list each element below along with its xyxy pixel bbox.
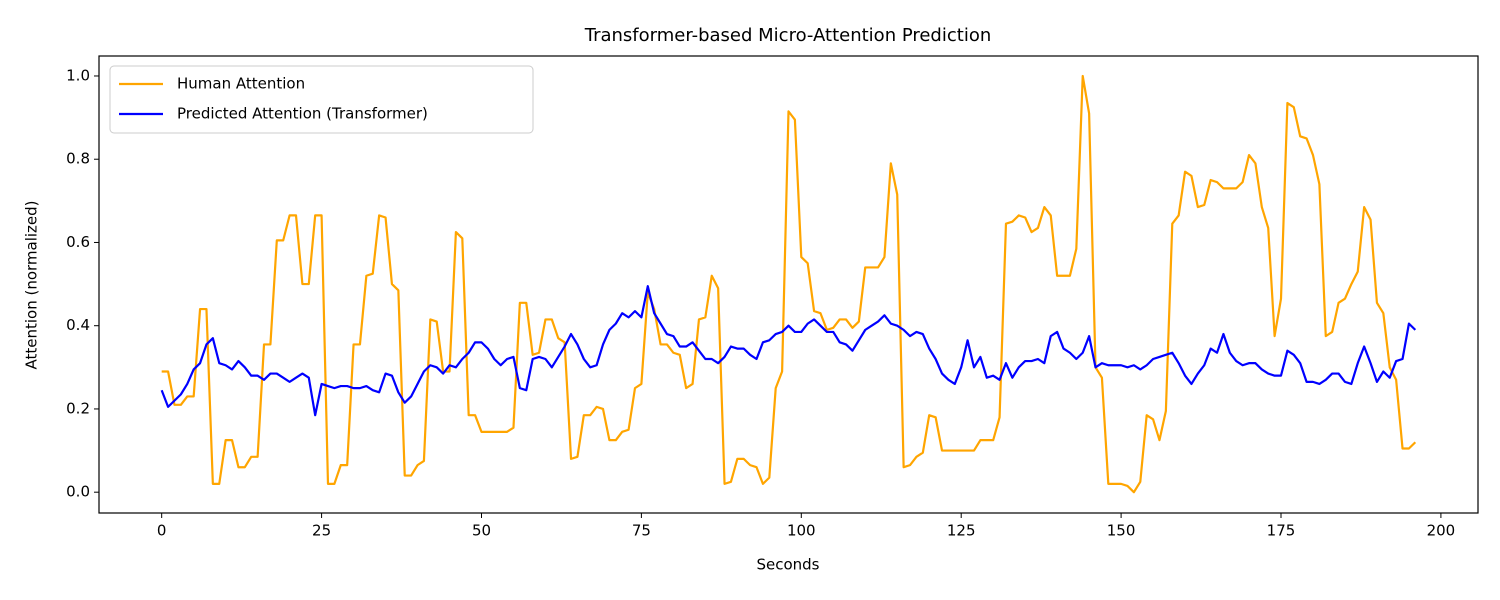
y-tick-label: 1.0 (66, 66, 90, 84)
y-tick-label: 0.4 (66, 316, 90, 334)
plot-frame (98, 55, 1479, 514)
x-tick-label: 150 (1107, 522, 1136, 540)
y-axis-label: Attention (normalized) (23, 200, 41, 369)
x-tick-label: 25 (312, 522, 331, 540)
legend-box (109, 65, 534, 134)
x-tick-label: 100 (787, 522, 816, 540)
y-tick-label: 0.6 (66, 233, 90, 251)
legend-label: Human Attention (177, 75, 305, 93)
series-line (161, 74, 1417, 494)
x-tick-label: 50 (472, 522, 491, 540)
x-tick-label: 200 (1427, 522, 1456, 540)
y-tick-label: 0.8 (66, 150, 90, 168)
x-tick-label: 175 (1267, 522, 1296, 540)
y-tick-label: 0.2 (66, 399, 90, 417)
series-line (160, 285, 1417, 417)
x-tick-label: 75 (632, 522, 651, 540)
legend-label: Predicted Attention (Transformer) (177, 105, 428, 123)
x-tick-label: 125 (947, 522, 976, 540)
x-tick-label: 0 (157, 522, 167, 540)
x-axis-label: Seconds (756, 556, 819, 574)
chart-title: Transformer-based Micro-Attention Predic… (584, 25, 992, 46)
y-tick-label: 0.0 (66, 483, 90, 501)
